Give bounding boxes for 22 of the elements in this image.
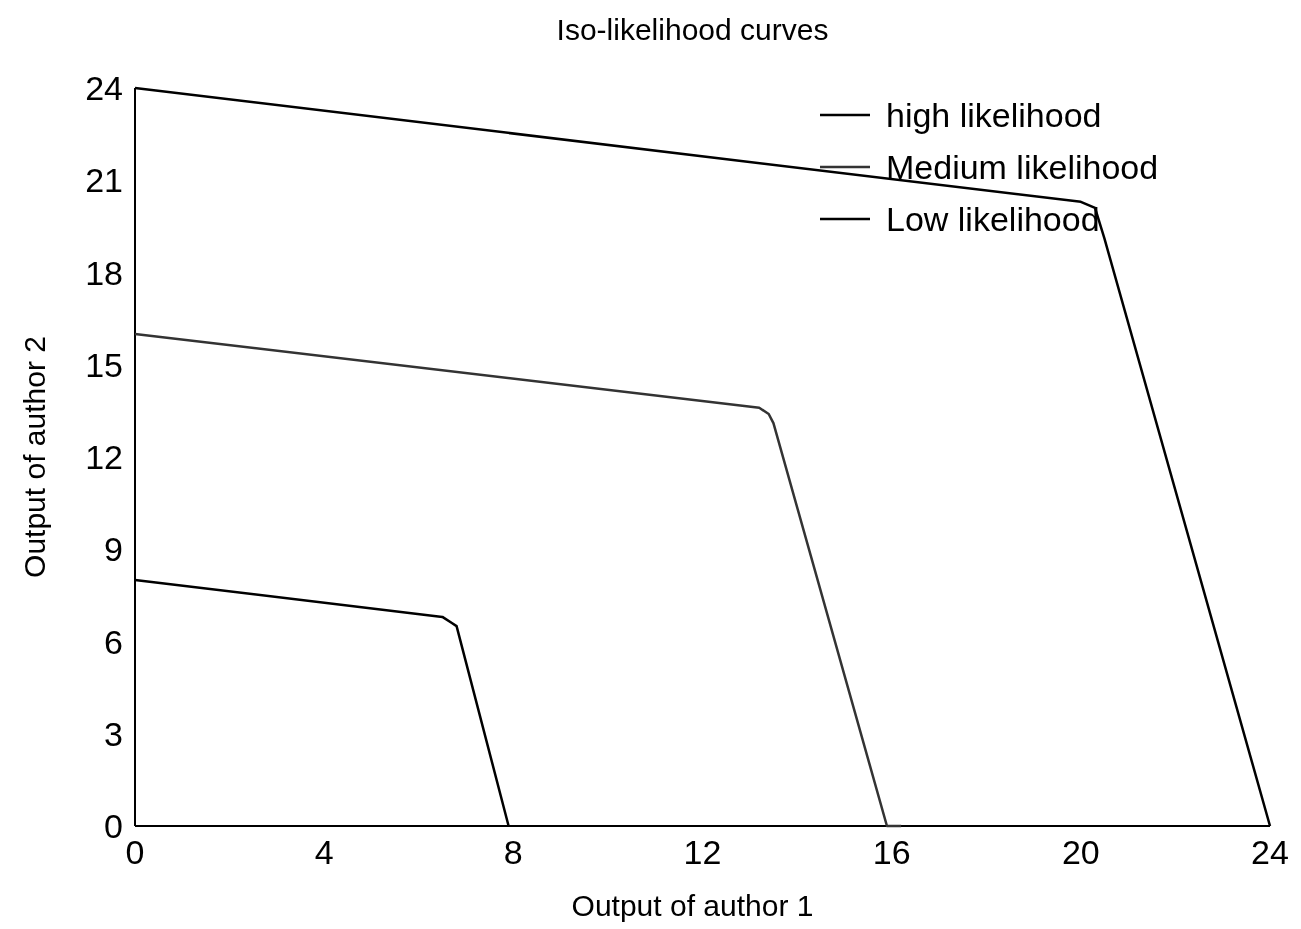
y-tick-label: 9 [104,530,123,569]
y-tick-label: 0 [104,807,123,845]
y-tick-label: 21 [85,161,123,200]
line-series [133,332,903,828]
y-tick-label: 18 [85,253,123,292]
x-tick-label: 20 [1061,833,1100,871]
y-axis-title: Output of author 2 [18,336,51,578]
y-tick-label: 15 [85,345,123,384]
y-tick-label: 6 [104,622,123,661]
y-tick-label: 24 [85,69,123,107]
x-tick-label: 16 [872,833,911,871]
chart-title: Iso-likelihood curves [556,13,829,46]
x-tick-label: 8 [503,833,523,871]
legend-label: Medium likelihood [886,148,1159,186]
x-tick-label: 24 [1251,833,1289,871]
legend-label: high likelihood [886,96,1102,134]
x-axis-title: Output of author 1 [571,889,814,922]
y-tick-label: 12 [85,438,123,476]
x-tick-label: 12 [683,833,722,871]
y-tick-label: 3 [104,714,123,753]
x-tick-label: 4 [314,833,334,871]
legend-label: Low likelihood [886,200,1100,238]
